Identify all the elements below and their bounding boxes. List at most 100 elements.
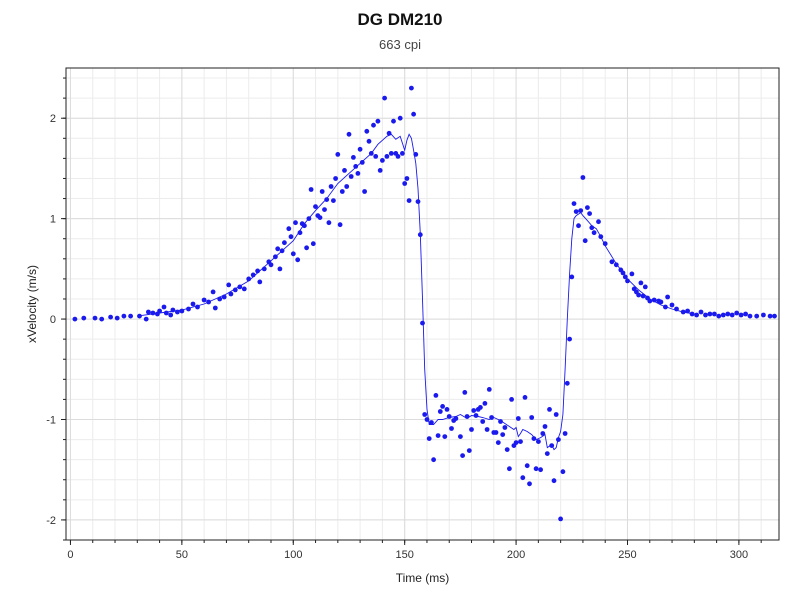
data-point — [99, 316, 105, 322]
y-tick-label: 2 — [50, 113, 56, 125]
data-point — [331, 198, 336, 204]
data-point — [446, 414, 452, 419]
data-point — [422, 412, 428, 417]
data-point — [638, 280, 644, 286]
data-point — [598, 234, 604, 240]
data-point — [175, 309, 180, 315]
data-point — [564, 380, 570, 386]
data-point — [562, 431, 568, 436]
data-point — [464, 414, 470, 419]
data-point — [647, 298, 653, 304]
data-point — [297, 230, 303, 236]
data-point — [680, 309, 686, 315]
data-point — [622, 274, 628, 280]
plot-frame — [65, 67, 780, 541]
data-point — [685, 308, 690, 314]
data-point — [241, 286, 247, 292]
series-line — [137, 133, 695, 451]
data-point — [689, 311, 695, 317]
data-point — [444, 407, 450, 412]
data-point — [322, 207, 327, 213]
data-point — [277, 266, 283, 272]
data-point — [257, 279, 263, 285]
data-point — [720, 312, 726, 318]
data-point — [437, 409, 443, 414]
data-point — [772, 313, 777, 319]
data-point — [551, 478, 557, 484]
data-point — [161, 304, 167, 310]
data-point — [582, 238, 588, 244]
data-point — [92, 315, 98, 321]
data-point — [431, 457, 436, 463]
data-point — [591, 230, 597, 236]
data-point — [335, 152, 341, 157]
data-point — [460, 453, 465, 458]
data-point — [146, 309, 151, 315]
data-point — [391, 118, 396, 124]
x-tick-label: 300 — [730, 549, 748, 561]
data-point — [353, 164, 359, 169]
data-point — [573, 209, 579, 215]
data-point — [201, 297, 207, 303]
data-point — [288, 234, 294, 240]
x-tick-label: 200 — [507, 549, 525, 561]
data-point — [143, 316, 149, 322]
data-point — [767, 313, 773, 319]
data-point — [549, 443, 555, 448]
data-point — [168, 312, 174, 318]
axis-ticks: 0 50 100 150 200 250 300 -2 -1 0 1 2 — [46, 77, 762, 561]
data-point — [480, 419, 486, 424]
data-point — [429, 420, 434, 425]
data-point — [576, 223, 581, 229]
data-point — [179, 308, 185, 314]
data-point — [413, 152, 419, 157]
data-point — [486, 387, 492, 392]
data-point — [571, 201, 577, 207]
data-point — [250, 272, 256, 278]
data-point — [221, 294, 227, 300]
data-point — [426, 436, 432, 441]
data-point — [364, 128, 370, 134]
data-point — [290, 251, 296, 257]
data-point — [620, 270, 626, 276]
data-point — [395, 154, 401, 159]
data-point — [529, 415, 535, 420]
data-point — [698, 309, 704, 315]
data-point — [498, 419, 503, 424]
data-point — [121, 313, 127, 319]
data-point — [190, 301, 196, 307]
data-point — [524, 463, 530, 469]
data-point — [344, 184, 350, 189]
data-point — [569, 274, 575, 280]
data-point — [493, 430, 499, 435]
data-point — [400, 151, 405, 156]
y-tick-label: -1 — [46, 414, 56, 426]
data-point — [346, 131, 352, 137]
data-point — [313, 204, 318, 210]
data-point — [170, 307, 176, 313]
data-point — [567, 336, 572, 342]
data-point — [373, 154, 379, 159]
data-point — [417, 232, 423, 238]
y-tick-label: 1 — [50, 214, 56, 226]
y-tick-label: 0 — [50, 314, 56, 326]
data-point — [384, 154, 390, 159]
data-point — [402, 181, 408, 186]
data-point — [424, 417, 430, 422]
data-point — [326, 220, 332, 226]
data-point — [339, 189, 345, 194]
data-point — [137, 313, 142, 319]
data-point — [513, 440, 519, 445]
data-point — [754, 313, 760, 319]
data-point — [658, 299, 664, 305]
grid-lines — [66, 68, 779, 541]
data-point — [489, 415, 494, 420]
data-point — [377, 168, 383, 173]
data-point — [507, 466, 512, 472]
data-point — [613, 262, 619, 268]
data-point — [502, 425, 508, 430]
data-point — [589, 225, 595, 231]
data-point — [743, 311, 748, 317]
data-point — [596, 219, 601, 225]
